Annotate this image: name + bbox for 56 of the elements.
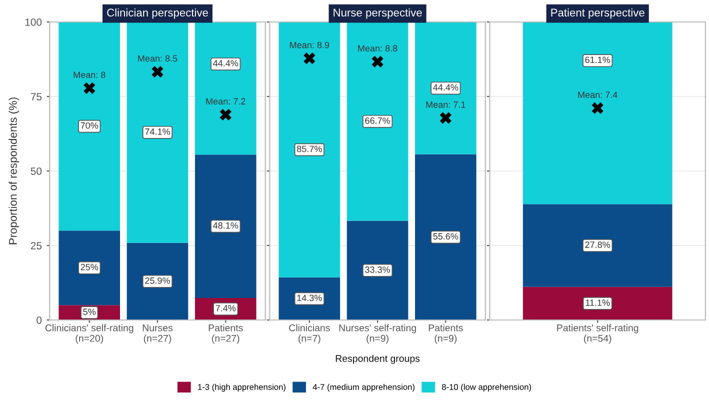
x-tick-label: Nurses' self-rating (n=9) [339,324,416,344]
data-label: 66.7% [365,117,390,124]
y-tick-label: 50 [30,168,42,175]
bar [194,22,256,155]
x-axis-title: Respondent groups [336,354,420,364]
data-label: 44.4% [213,60,238,66]
data-label: 33.3% [365,266,390,273]
y-tick-label: 75 [30,93,42,100]
data-label: 25.9% [145,277,170,284]
data-label: 5% [83,308,96,315]
x-tick-label: Nurses (n=27) [142,324,173,344]
annotation: Mean: 7.1 [426,102,466,108]
bar [58,230,120,306]
x-tick-label: Patients (n=9) [428,324,463,344]
bar [194,154,256,298]
data-label: 11.1% [586,300,610,306]
y-tick-label: 100 [25,18,42,26]
annotation: Mean: 8 [74,72,106,78]
bar [126,242,188,320]
annotation: Mean: 8.8 [358,45,398,52]
chart-title: Patient perspective [551,8,644,19]
y-axis-title: Proportion of respondents (%) [8,98,20,244]
data-label: 74.1% [145,128,170,135]
bar [415,22,476,154]
legend-label: 8-10 (low apprehension) [442,384,532,392]
bar [346,220,408,320]
data-label: 55.6% [433,233,458,240]
annotation: Mean: 7.4 [578,92,618,98]
data-label: 14.3% [297,294,322,302]
annotation: Mean: 7.2 [206,98,246,105]
x-tick-label: Patients' self-rating (n=54) [557,324,638,344]
x-tick-label: Patients (n=27) [208,324,243,344]
x-tick-label: Clinicians (n=7) [289,324,330,344]
legend-label: 4-7 (medium apprehension) [312,384,414,392]
x-tick-label: Clinicians' self-rating (n=20) [45,324,134,344]
data-label: 61.1% [585,56,610,64]
chart-title: Nurse perspective [334,8,422,19]
y-tick-label: 0 [36,316,42,324]
data-label: 48.1% [213,222,238,229]
data-label: 70% [80,122,98,129]
data-label: 85.7% [297,146,322,152]
point [152,66,164,78]
point [220,108,232,120]
y-tick-label: 25 [30,242,42,250]
data-label: 27.8% [585,242,610,248]
annotation: Mean: 8.9 [290,42,330,48]
data-label: 44.4% [433,84,458,91]
chart-title: Clinician perspective [107,8,208,19]
data-label: 25% [80,264,98,270]
bar [278,22,340,278]
bar [58,22,120,231]
annotation: Mean: 8.5 [138,55,178,62]
data-label: 7.4% [216,305,236,312]
point [84,82,96,94]
legend-label: 1-3 (high apprehension) [198,384,286,392]
bar [415,154,476,320]
